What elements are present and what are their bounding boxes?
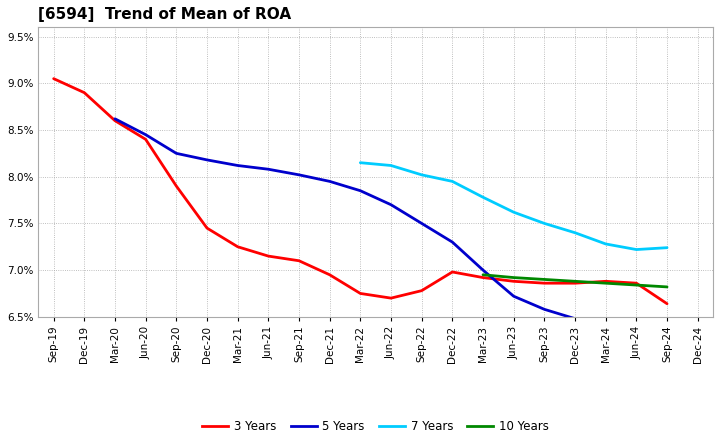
3 Years xyxy=(479,275,487,280)
7 Years xyxy=(662,245,671,250)
3 Years xyxy=(294,258,303,264)
3 Years xyxy=(80,90,89,95)
5 Years xyxy=(294,172,303,177)
10 Years xyxy=(601,281,610,286)
Line: 5 Years: 5 Years xyxy=(115,119,698,352)
5 Years xyxy=(233,163,242,168)
5 Years xyxy=(418,221,426,226)
5 Years xyxy=(509,293,518,299)
5 Years xyxy=(448,239,456,245)
7 Years xyxy=(632,247,641,252)
3 Years xyxy=(662,301,671,306)
3 Years xyxy=(141,137,150,142)
Legend: 3 Years, 5 Years, 7 Years, 10 Years: 3 Years, 5 Years, 7 Years, 10 Years xyxy=(197,415,554,438)
7 Years xyxy=(356,160,364,165)
3 Years xyxy=(172,183,181,189)
7 Years xyxy=(479,194,487,200)
3 Years xyxy=(202,225,211,231)
Line: 7 Years: 7 Years xyxy=(360,163,667,249)
5 Years xyxy=(325,179,334,184)
10 Years xyxy=(632,282,641,288)
7 Years xyxy=(601,241,610,246)
3 Years xyxy=(601,279,610,284)
3 Years xyxy=(418,288,426,293)
5 Years xyxy=(141,132,150,137)
7 Years xyxy=(387,163,395,168)
5 Years xyxy=(356,188,364,193)
3 Years xyxy=(387,296,395,301)
5 Years xyxy=(479,268,487,273)
5 Years xyxy=(571,316,580,321)
5 Years xyxy=(540,307,549,312)
Line: 3 Years: 3 Years xyxy=(54,79,667,304)
3 Years xyxy=(325,272,334,277)
Text: [6594]  Trend of Mean of ROA: [6594] Trend of Mean of ROA xyxy=(38,7,292,22)
Line: 10 Years: 10 Years xyxy=(483,275,667,287)
7 Years xyxy=(540,221,549,226)
7 Years xyxy=(448,179,456,184)
5 Years xyxy=(693,350,702,355)
10 Years xyxy=(479,272,487,277)
5 Years xyxy=(202,157,211,162)
3 Years xyxy=(356,291,364,296)
7 Years xyxy=(509,209,518,215)
5 Years xyxy=(601,325,610,330)
7 Years xyxy=(418,172,426,177)
3 Years xyxy=(448,269,456,275)
3 Years xyxy=(632,281,641,286)
10 Years xyxy=(509,275,518,280)
3 Years xyxy=(50,76,58,81)
3 Years xyxy=(540,281,549,286)
10 Years xyxy=(662,284,671,290)
5 Years xyxy=(111,116,120,121)
5 Years xyxy=(264,167,273,172)
5 Years xyxy=(632,335,641,340)
5 Years xyxy=(172,151,181,156)
5 Years xyxy=(387,202,395,207)
7 Years xyxy=(571,230,580,235)
5 Years xyxy=(662,344,671,349)
3 Years xyxy=(509,279,518,284)
3 Years xyxy=(111,118,120,123)
10 Years xyxy=(540,277,549,282)
3 Years xyxy=(233,244,242,249)
3 Years xyxy=(264,253,273,259)
10 Years xyxy=(571,279,580,284)
3 Years xyxy=(571,281,580,286)
